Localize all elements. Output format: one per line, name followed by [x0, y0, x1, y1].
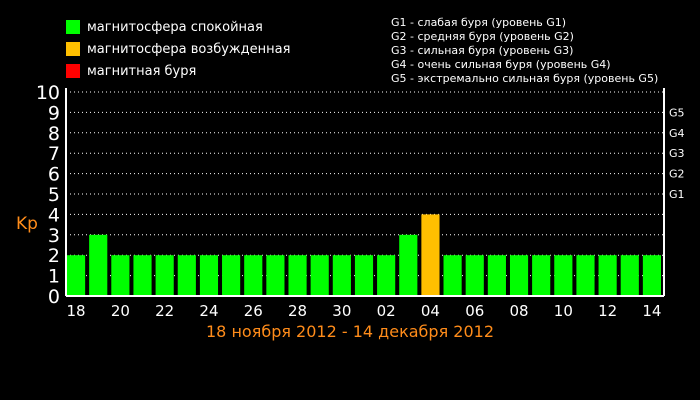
- legend-label-quiet: магнитосфера спокойная: [87, 19, 263, 35]
- y-tick-label: 5: [48, 184, 60, 206]
- legend-item-storm: магнитная буря: [66, 60, 290, 82]
- y-tick-label: 8: [48, 123, 60, 145]
- x-tick-label: 10: [554, 302, 573, 320]
- legend-label-active: магнитосфера возбужденная: [87, 41, 291, 57]
- bar: [332, 255, 351, 296]
- x-tick-label: 06: [465, 302, 484, 320]
- storm-level-g5: G5 - экстремально сильная буря (уровень …: [391, 72, 659, 85]
- bar: [642, 255, 661, 296]
- storm-level-legend: G1 - слабая буря (уровень G1) G2 - средн…: [391, 16, 658, 86]
- bar: [288, 255, 307, 296]
- storm-level-g4: G4 - очень сильная буря (уровень G4): [391, 58, 611, 71]
- bar: [310, 255, 329, 296]
- legend-swatch-quiet: [66, 20, 80, 34]
- right-tick-label: G4: [669, 127, 685, 140]
- y-tick-label: 10: [36, 82, 60, 104]
- storm-level-g3: G3 - сильная буря (уровень G3): [391, 44, 574, 57]
- x-tick-label: 30: [332, 302, 351, 320]
- storm-level-g1: G1 - слабая буря (уровень G1): [391, 16, 567, 29]
- x-tick-label: 04: [421, 302, 440, 320]
- bar: [177, 255, 196, 296]
- y-tick-label: 3: [48, 225, 60, 247]
- bar: [532, 255, 551, 296]
- bar: [155, 255, 174, 296]
- x-tick-label: 02: [377, 302, 396, 320]
- bar: [620, 255, 639, 296]
- y-tick-label: 2: [48, 245, 60, 267]
- bar: [89, 234, 108, 296]
- bar: [244, 255, 263, 296]
- x-tick-label: 24: [199, 302, 218, 320]
- bar: [399, 234, 418, 296]
- right-tick-label: G5: [669, 106, 685, 119]
- bar: [111, 255, 130, 296]
- bar: [465, 255, 484, 296]
- y-tick-label: 1: [48, 266, 60, 288]
- storm-level-g2: G2 - средняя буря (уровень G2): [391, 30, 574, 43]
- bar: [421, 214, 440, 296]
- right-tick-label: G3: [669, 147, 685, 160]
- right-tick-label: G2: [669, 168, 685, 181]
- legend-item-active: магнитосфера возбужденная: [66, 38, 290, 60]
- bar: [598, 255, 617, 296]
- legend: магнитосфера спокойная магнитосфера возб…: [66, 16, 290, 82]
- right-tick-label: G1: [669, 188, 685, 201]
- x-tick-label: 26: [244, 302, 263, 320]
- bar: [133, 255, 152, 296]
- y-tick-label: 9: [48, 102, 60, 124]
- y-tick-label: 0: [48, 286, 60, 308]
- y-tick-label: 6: [48, 164, 60, 186]
- date-range-label: 18 ноября 2012 - 14 декабря 2012: [206, 322, 494, 341]
- x-tick-label: 12: [598, 302, 617, 320]
- bar: [443, 255, 462, 296]
- bar: [354, 255, 374, 296]
- y-axis-label: Kp: [16, 214, 38, 234]
- x-tick-label: 20: [111, 302, 130, 320]
- legend-swatch-storm: [66, 64, 80, 78]
- legend-label-storm: магнитная буря: [87, 63, 197, 79]
- legend-swatch-active: [66, 42, 80, 56]
- bar: [67, 255, 86, 296]
- bar: [576, 255, 595, 296]
- x-tick-label: 28: [288, 302, 307, 320]
- bar: [222, 255, 241, 296]
- bar: [509, 255, 529, 296]
- x-tick-label: 08: [509, 302, 528, 320]
- y-tick-label: 7: [48, 143, 60, 165]
- bar: [487, 255, 506, 296]
- bar: [377, 255, 396, 296]
- x-tick-label: 14: [642, 302, 661, 320]
- x-tick-label: 18: [67, 302, 86, 320]
- legend-item-quiet: магнитосфера спокойная: [66, 16, 290, 38]
- bar: [554, 255, 573, 296]
- x-tick-label: 22: [155, 302, 174, 320]
- bar: [266, 255, 285, 296]
- y-tick-label: 4: [48, 204, 60, 226]
- bar: [199, 255, 219, 296]
